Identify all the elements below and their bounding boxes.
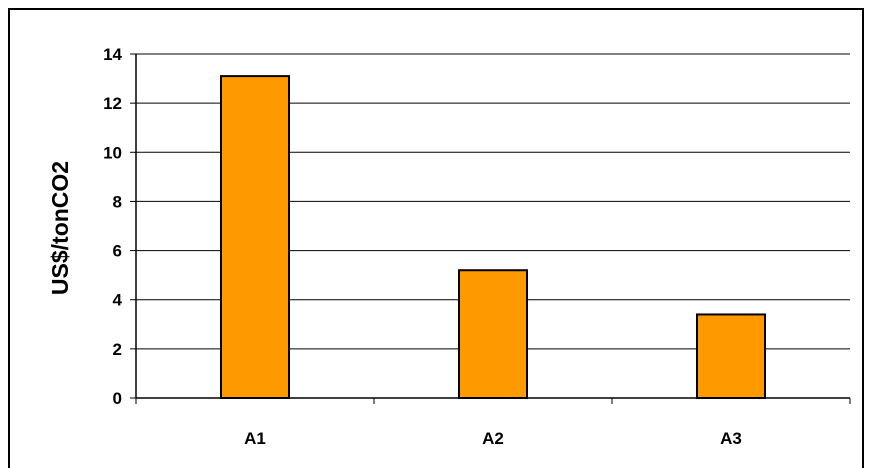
y-tick-label: 8 — [113, 192, 122, 211]
y-tick-label: 10 — [103, 143, 122, 162]
axes — [130, 53, 851, 404]
y-tick-label: 0 — [113, 389, 122, 408]
y-tick-labels: 0 2 4 6 8 10 12 14 — [103, 45, 122, 408]
y-tick-label: 14 — [103, 45, 122, 64]
y-tick-label: 2 — [113, 340, 122, 359]
bars — [220, 75, 766, 400]
y-tick-label: 6 — [113, 242, 122, 261]
x-tick-label: A1 — [244, 429, 266, 448]
x-tick-label: A3 — [720, 429, 742, 448]
x-tick-labels: A1 A2 A3 — [244, 429, 742, 448]
bar-A1 — [220, 75, 290, 399]
bar-A2 — [458, 269, 528, 400]
y-tick-label: 4 — [113, 291, 123, 310]
bar-A3 — [696, 313, 766, 400]
y-tick-label: 12 — [103, 94, 122, 113]
y-axis-title: US$/tonCO2 — [47, 161, 73, 295]
x-tick-label: A2 — [482, 429, 504, 448]
chart-frame — [8, 8, 864, 468]
